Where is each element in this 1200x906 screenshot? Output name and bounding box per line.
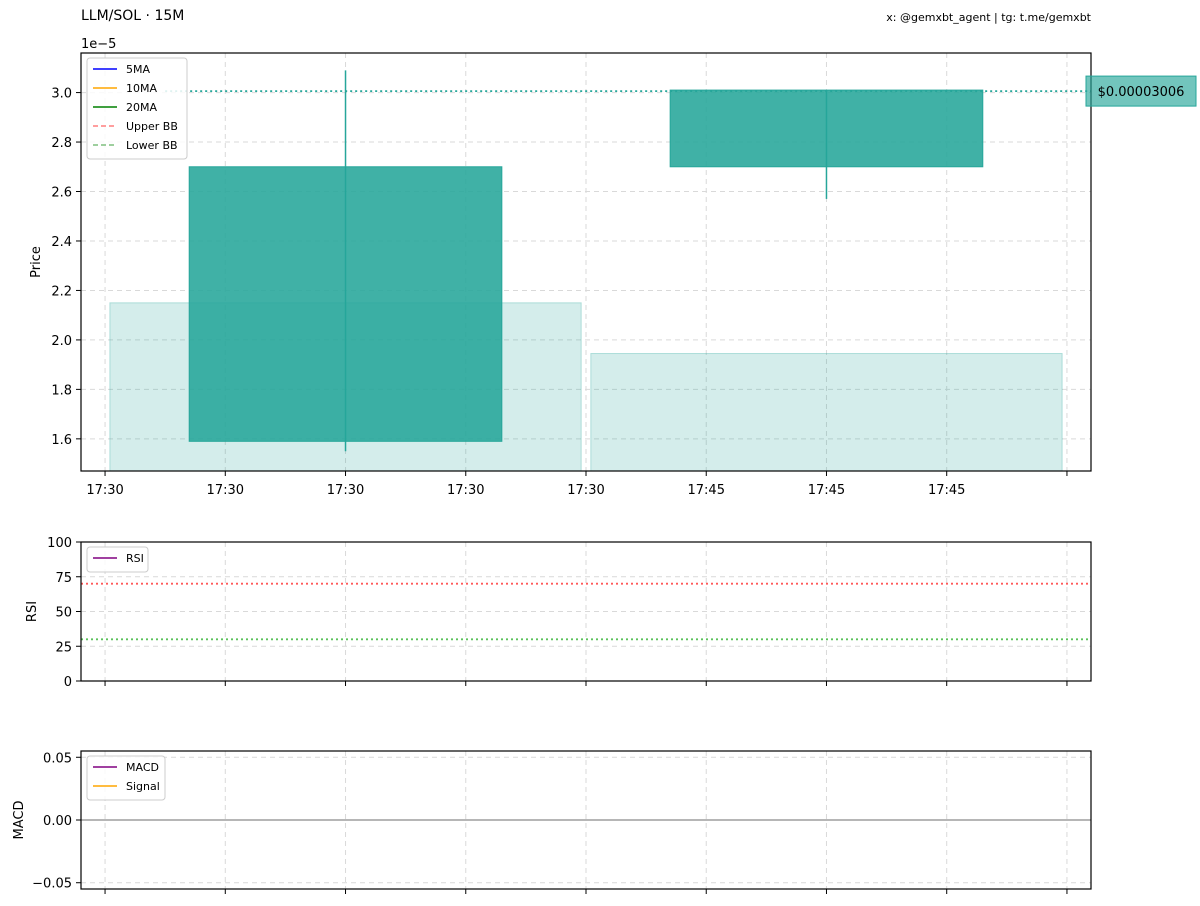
volume-bar [590,353,1063,472]
y-tick-label: 50 [55,606,72,621]
y-tick-label: 25 [55,640,72,655]
y-axis-label: Price [29,246,44,278]
plot-frame [80,52,1092,472]
y-tick-label: 2.8 [51,136,72,151]
x-tick-label: 17:30 [447,483,484,498]
rsi-panel: 0 25 50 75 100 RSI RSI [25,536,1092,690]
chart-title: LLM/SOL · 15M [81,8,185,24]
legend-label: Signal [126,780,160,793]
y-tick-label: 75 [55,571,72,586]
legend-label: 10MA [126,82,157,95]
x-tick-label: 17:30 [327,483,364,498]
y-axis-label: MACD [12,801,27,840]
y-tick-label: 2.6 [51,186,72,201]
x-tick-label: 17:30 [86,483,123,498]
macd-panel: −0.05 0.00 0.05 MACD MACD Signal [12,750,1092,894]
candle-body [669,89,984,168]
legend-box [86,546,149,573]
candle-body [188,166,503,442]
legend-label: MACD [126,761,159,774]
plot-frame [80,541,1092,682]
y-tick-label: 0 [64,675,72,690]
y-tick-label: 2.0 [51,334,72,349]
price-panel: 1.6 1.8 2.0 2.2 2.4 2.6 2.8 3.0 17:30 17:30 17:30 1… [29,37,1197,498]
last-price-label: $0.00003006 [1098,85,1185,100]
y-tick-label: 2.4 [51,235,72,250]
x-tick-label: 17:45 [808,483,845,498]
legend-label: RSI [126,552,144,565]
x-tick-label: 17:30 [567,483,604,498]
y-axis-label: RSI [25,601,40,622]
legend: MACD Signal [86,755,166,801]
y-offset-label: 1e−5 [81,37,116,52]
y-tick-label: 2.2 [51,284,72,299]
last-price-tag [1085,75,1197,107]
legend: RSI [86,546,149,573]
legend-label: 5MA [126,63,150,76]
credit-text: x: @gemxbt_agent | tg: t.me/gemxbt [886,11,1091,24]
legend: 5MA 10MA 20MA Upper BB Lower BB [86,57,188,160]
legend-label: Lower BB [126,139,178,152]
x-tick-label: 17:45 [688,483,725,498]
y-tick-label: 3.0 [51,87,72,102]
x-tick-label: 17:30 [207,483,244,498]
y-tick-label: 0.05 [43,751,72,766]
y-tick-label: 1.6 [51,433,72,448]
x-tick-label: 17:45 [928,483,965,498]
y-tick-label: 100 [47,536,72,551]
legend-box [86,57,188,160]
plot-frame [80,750,1092,890]
legend-label: 20MA [126,101,157,114]
legend-label: Upper BB [126,120,178,133]
y-tick-label: −0.05 [32,877,72,892]
y-tick-label: 1.8 [51,383,72,398]
y-tick-label: 0.00 [43,814,72,829]
